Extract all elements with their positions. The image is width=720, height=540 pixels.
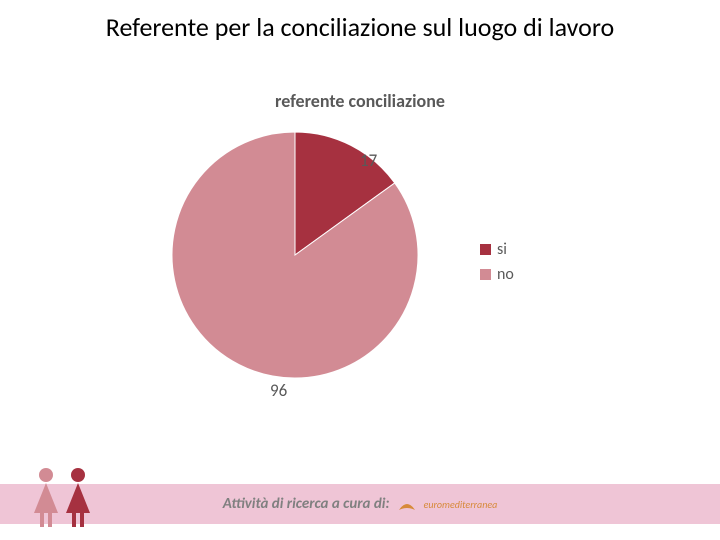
data-label-si: 17 [360,150,377,171]
data-label-no: 96 [270,380,287,401]
legend-item-no: no [480,265,514,284]
footer-bar: Attività di ricerca a cura di: euromedit… [0,484,720,524]
legend: si no [480,240,514,290]
footer-logo-text: euromediterranea [424,498,498,511]
footer-text: Attività di ricerca a cura di: [223,495,390,513]
slide: Referente per la conciliazione sul luogo… [0,0,720,540]
legend-label-no: no [497,265,514,284]
footer-figures-icon [26,465,106,534]
footer-logo-icon [396,493,418,515]
pie-chart [170,130,420,380]
page-title: Referente per la conciliazione sul luogo… [0,12,720,43]
legend-swatch-no [480,269,491,280]
legend-label-si: si [497,240,507,259]
legend-item-si: si [480,240,514,259]
chart-title: referente conciliazione [115,90,605,112]
legend-swatch-si [480,244,491,255]
chart-region: referente conciliazione 17 96 si no [115,90,605,425]
